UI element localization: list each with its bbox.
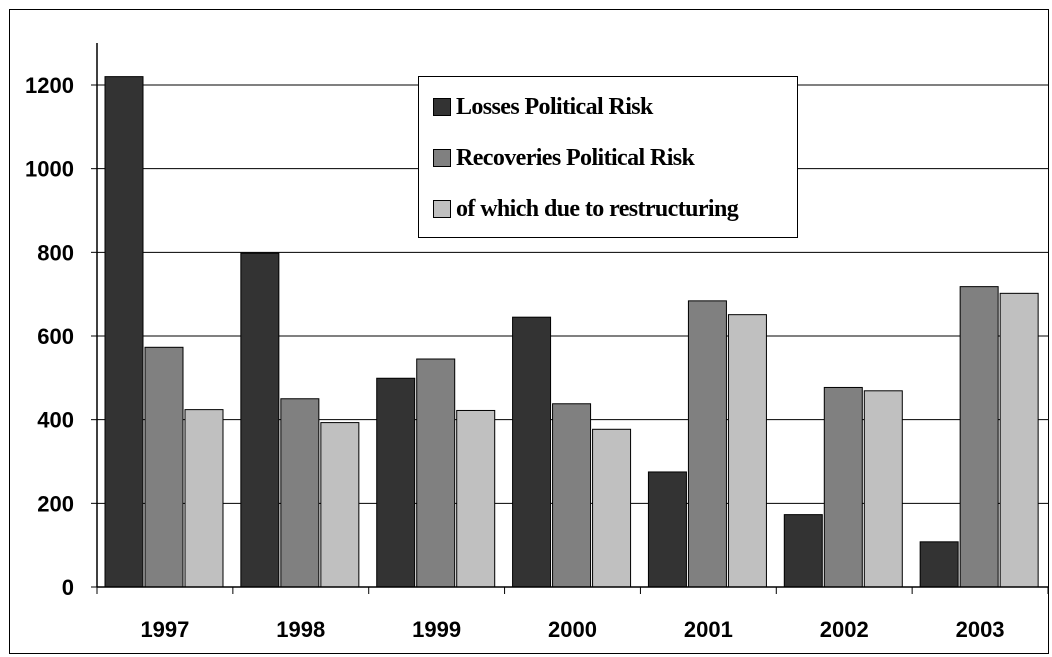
bar-2002-series-0 [783,514,823,588]
legend-label-losses: Losses Political Risk [456,93,653,120]
legend-swatch-recoveries [433,149,451,167]
axes [96,43,1048,588]
bar-2002-series-2 [863,390,903,588]
bars [104,76,1039,588]
x-axis-ticks: 1997 1998 1999 2000 2001 2002 2003 [96,587,1049,642]
bar-2002-series-1 [823,386,863,588]
bar-1999-series-1 [416,358,456,588]
bar-1998-series-0 [240,252,280,588]
y-tick-label: 0 [62,575,74,600]
legend-label-recoveries: Recoveries Political Risk [456,144,695,171]
bar-1997-series-2 [184,409,224,588]
x-tick-label: 2001 [684,617,733,642]
legend-swatch-losses [433,98,451,116]
bar-2000-series-0 [512,316,552,588]
x-tick-label: 2003 [956,617,1005,642]
x-tick-label: 2002 [820,617,869,642]
bar-1998-series-1 [280,398,320,588]
bar-2000-series-2 [592,428,632,588]
bar-2003-series-2 [999,292,1039,588]
bar-1997-series-1 [144,346,184,588]
legend-swatch-restructuring [433,200,451,218]
y-tick-label: 400 [37,408,74,433]
y-tick-label: 200 [37,491,74,516]
legend-label-restructuring: of which due to restructuring [456,195,739,222]
bar-1998-series-2 [320,422,360,588]
x-tick-label: 1997 [140,617,189,642]
bar-1999-series-2 [456,409,496,588]
y-axis-ticks: 0 200 400 600 800 1000 1200 [25,73,97,600]
x-tick-label: 1998 [276,617,325,642]
bar-1999-series-0 [376,377,416,588]
bar-2001-series-2 [727,314,767,588]
bar-2001-series-1 [687,300,727,588]
y-tick-label: 600 [37,324,74,349]
bar-2003-series-0 [919,541,959,588]
y-tick-label: 1200 [25,73,74,98]
bar-1997-series-0 [104,76,144,588]
x-tick-label: 2000 [548,617,597,642]
legend-item-restructuring: of which due to restructuring [433,194,739,224]
bar-2003-series-1 [959,286,999,588]
legend-item-recoveries: Recoveries Political Risk [433,143,695,173]
bar-2000-series-1 [552,403,592,588]
y-tick-label: 800 [37,240,74,265]
y-tick-label: 1000 [25,157,74,182]
bar-2001-series-0 [647,471,687,588]
x-tick-label: 1999 [412,617,461,642]
legend-item-losses: Losses Political Risk [433,92,653,122]
legend: Losses Political Risk Recoveries Politic… [418,76,798,238]
